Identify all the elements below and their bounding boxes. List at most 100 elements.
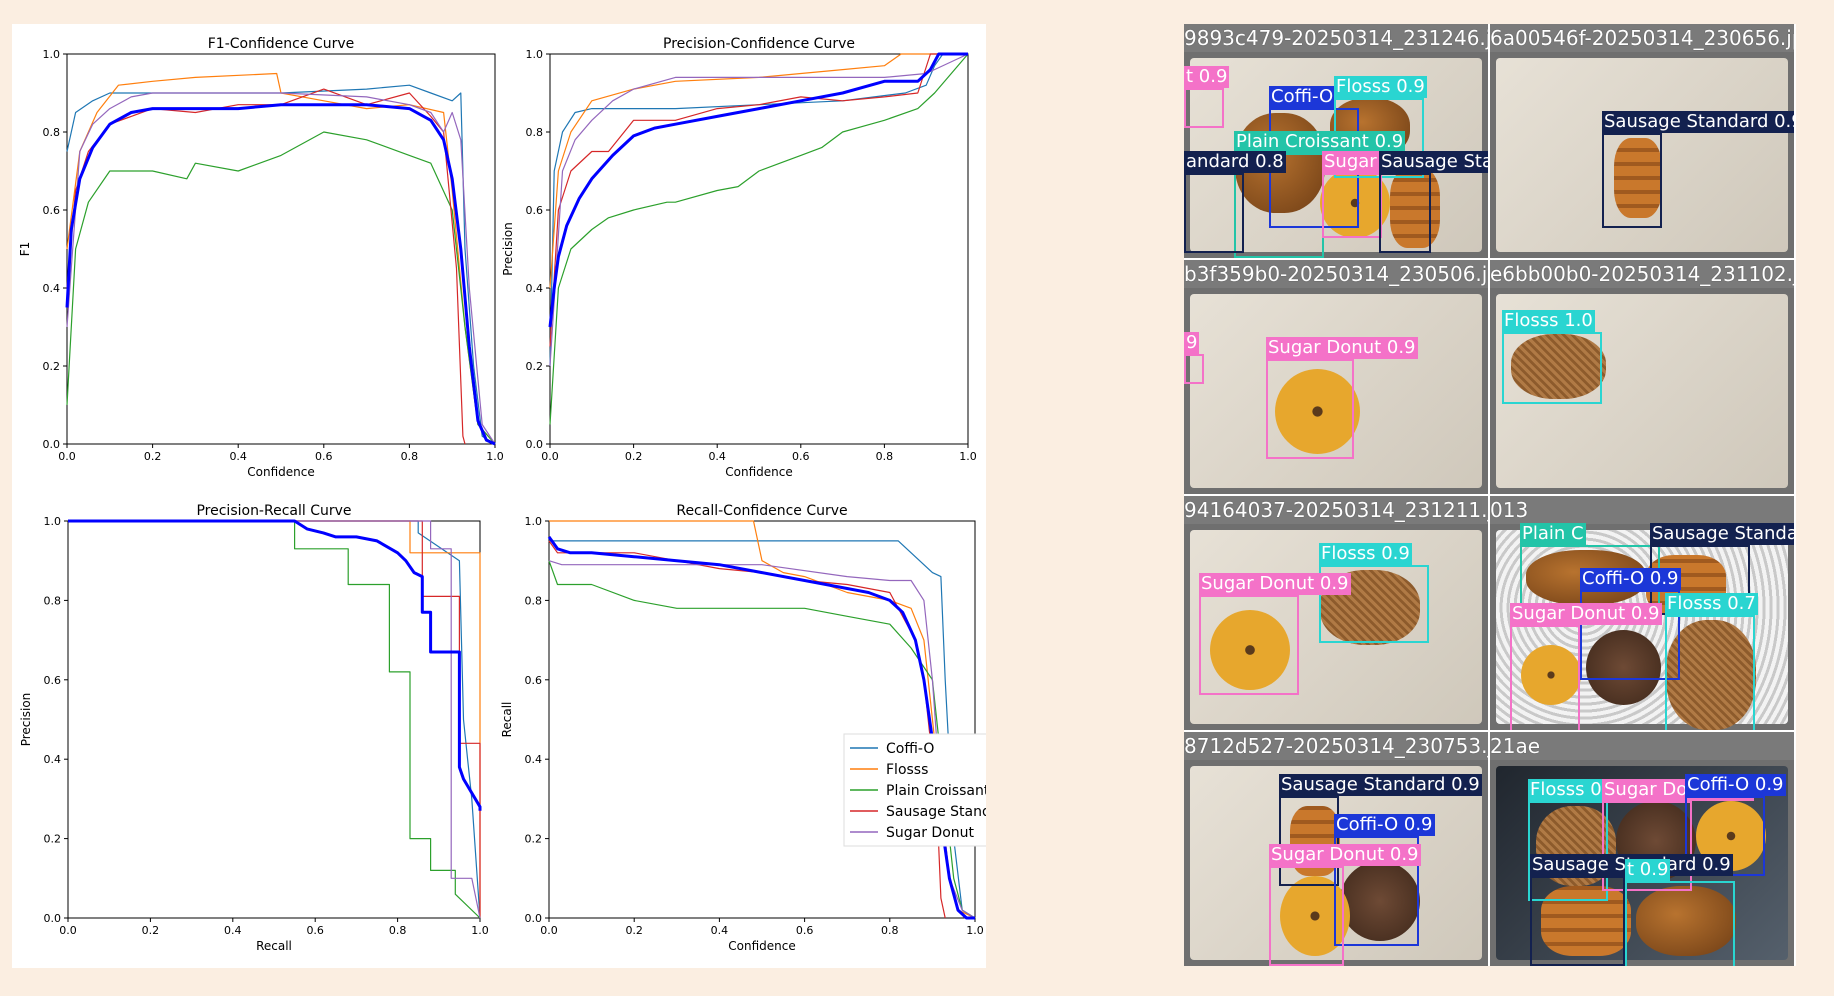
y-axis-label: Precision [501, 222, 515, 276]
prediction-tile: 8712d527-20250314_230753.jpg Sausage Stan… [1184, 732, 1488, 966]
plot-frame [548, 520, 976, 919]
detection-label: Coffi-O [1269, 86, 1336, 108]
legend-label: Coffi-O [886, 741, 934, 757]
y-tick-label: 0.8 [43, 126, 61, 139]
detection-label: 9 [1184, 332, 1200, 354]
detection-box: Sugar [1322, 151, 1382, 238]
tile-filename: 013 [1490, 498, 1529, 522]
x-axis-label: Confidence [725, 465, 792, 479]
y-tick-label: 0.2 [526, 360, 544, 373]
chart-f1: F1-Confidence Curve 0.0 0.2 0.4 0.6 0.8 1.0 0.0… [18, 36, 504, 479]
series-line-plain-croissant [549, 53, 969, 425]
detection-label: Sugar Donut 0.9 [1510, 603, 1662, 625]
legend: Coffi-O Flosss Plain Croissant Sausage Stan… [843, 733, 1014, 847]
series-line-coffi-o [66, 84, 496, 445]
x-tick-label: 0.4 [224, 924, 242, 937]
detection-box: t 0.9 [1184, 66, 1230, 128]
series-line-coffi-o [68, 520, 481, 919]
x-tick-label: 1.0 [486, 450, 504, 463]
x-tick-label: 0.4 [708, 450, 726, 463]
series-line-flosss [68, 520, 481, 918]
photo-area [1190, 294, 1482, 488]
pastry-image [1614, 138, 1662, 218]
pastry-image [1275, 369, 1360, 454]
detection-label: Flosss 0.9 [1319, 543, 1412, 565]
chart-rc: Recall-Confidence Curve 0.0 0.2 0.4 0.6 0.8 1.… [500, 503, 984, 953]
pastry-image [1666, 620, 1756, 730]
x-tick-label: 1.0 [959, 450, 977, 463]
y-tick-label: 0.4 [43, 282, 61, 295]
pastry-image [1390, 168, 1440, 248]
x-tick-label: 0.4 [711, 924, 729, 937]
detection-box: Coffi-O 0.9 [1334, 814, 1435, 946]
series-line-coffi-o [549, 540, 976, 919]
detection-label: Sugar Donut 0.9 [1266, 337, 1418, 359]
detection-box: Flosss 1.0 [1502, 310, 1602, 404]
detection-label: Sausage Standard 0.9 [1650, 523, 1794, 545]
detection-label: Flosss 0.9 [1528, 779, 1621, 801]
detection-box: Flosss 0.7 [1665, 593, 1758, 730]
legend-label: Sausage Standard [886, 804, 986, 820]
x-axis-label: Confidence [247, 465, 314, 479]
y-tick-label: 1.0 [43, 48, 61, 61]
y-tick-label: 0.8 [526, 126, 544, 139]
chart-title: F1-Confidence Curve [208, 36, 354, 52]
detection-label: Coffi-O 0.9 [1334, 814, 1435, 836]
x-tick-label: 0.8 [389, 924, 407, 937]
tile-filename: 6a00546f-20250314_230656.jpg [1490, 26, 1794, 50]
series-line-sugar-donut [68, 520, 481, 919]
tile-filename: 21ae [1490, 734, 1541, 758]
legend-label: Sugar Donut [886, 825, 975, 841]
series-line-sausage-standard [68, 520, 481, 918]
series-line-all-classes [65, 103, 496, 446]
series-line-sausage-standard [66, 88, 466, 445]
detection-label: andard 0.8 [1184, 151, 1286, 173]
series-line-sausage-standard [549, 53, 968, 347]
plot-frame [549, 53, 969, 445]
detection-label: Flosss 0.9 [1334, 76, 1427, 98]
detection-box: Sugar Donut 0.9 [1269, 844, 1421, 966]
detection-box: Sausage Standard 0.9 [1279, 774, 1482, 886]
x-tick-label: 0.0 [540, 924, 558, 937]
detection-box: Sausage Standard 0.9 [1379, 151, 1488, 253]
detection-label: Sugar Donut 0.9 [1199, 573, 1351, 595]
detection-box: andard 0.8 [1184, 151, 1286, 253]
detection-label: Coffi-O 0.9 [1580, 568, 1681, 590]
x-tick-label: 0.2 [144, 450, 162, 463]
series-line-sugar-donut [66, 92, 496, 445]
photo-area [1496, 530, 1788, 730]
detection-box: t 0.9 [1625, 859, 1735, 966]
detection-label: t 0.9 [1184, 66, 1230, 88]
y-tick-label: 0.4 [44, 753, 62, 766]
series-line-all-classes [548, 52, 968, 328]
chart-title: Precision-Recall Curve [196, 503, 351, 519]
photo-area [1496, 58, 1788, 252]
detection-box: Sugar Donut 0.9 [1266, 337, 1418, 459]
x-tick-label: 1.0 [471, 924, 489, 937]
pastry-image [1586, 630, 1661, 705]
x-tick-label: 0.6 [796, 924, 814, 937]
charts-figure: F1-Confidence Curve 0.0 0.2 0.4 0.6 0.8 1.0 0.0… [18, 36, 1014, 953]
tile-filename: 9893c479-20250314_231246.jpg [1184, 26, 1488, 50]
detection-label: Sausage Standard 0.9 [1379, 151, 1488, 173]
detection-box: Coffi-O 0.9 [1685, 774, 1786, 876]
prediction-tile: 6a00546f-20250314_230656.jpg Sausage Stan… [1490, 24, 1794, 258]
y-axis-label: Recall [500, 702, 514, 738]
charts-panel: F1-Confidence Curve 0.0 0.2 0.4 0.6 0.8 1.0 0.0… [12, 24, 1014, 968]
detection-box: Flosss 0.9 [1319, 543, 1429, 643]
prediction-tile: 94164037-20250314_231211.jpg Flosss 0.9 Su… [1184, 496, 1488, 730]
y-axis-label: Precision [19, 693, 33, 747]
detection-box: 9 [1184, 332, 1204, 384]
detection-label: Plain Croissant 0.9 [1234, 131, 1406, 153]
x-tick-label: 0.4 [229, 450, 247, 463]
prediction-tile: b3f359b0-20250314_230506.jpg 9 Sugar Donut… [1184, 260, 1488, 494]
detection-label: t 0.9 [1625, 859, 1671, 881]
x-axis-label: Confidence [728, 939, 795, 953]
y-tick-label: 0.0 [526, 438, 544, 451]
detection-box: Sugar Donut 0.9 [1510, 603, 1662, 730]
x-tick-label: 0.0 [59, 924, 77, 937]
series-line-all-classes [547, 536, 975, 920]
pastry-image [1340, 861, 1420, 941]
